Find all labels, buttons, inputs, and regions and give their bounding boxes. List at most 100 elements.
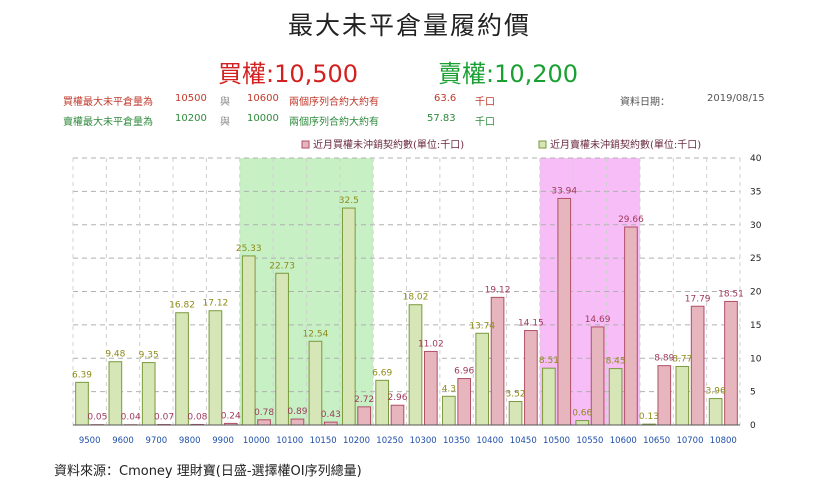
put-bar bbox=[708, 398, 723, 426]
call-info-conj: 與 bbox=[220, 97, 230, 108]
call-info-value: 63.6 bbox=[434, 93, 457, 104]
call-bar bbox=[290, 418, 305, 426]
put-data-label: 0.66 bbox=[572, 409, 592, 419]
put-data-label: 12.54 bbox=[303, 329, 329, 339]
y-tick-label: 20 bbox=[750, 288, 762, 298]
put-label: 賣權 bbox=[438, 60, 486, 88]
call-bar bbox=[457, 378, 472, 426]
x-tick-label: 10250 bbox=[376, 436, 403, 446]
put-bar bbox=[475, 332, 490, 426]
y-tick-label: 15 bbox=[750, 321, 761, 331]
put-bar bbox=[508, 401, 523, 426]
call-data-label: 0.05 bbox=[87, 413, 107, 423]
put-data-label: 17.12 bbox=[203, 299, 229, 309]
call-data-label: 14.15 bbox=[518, 319, 544, 329]
put-data-label: 25.33 bbox=[236, 244, 262, 254]
call-data-label: 0.89 bbox=[287, 407, 307, 417]
x-tick-label: 9600 bbox=[112, 436, 134, 446]
put-bar bbox=[442, 395, 456, 426]
put-bar bbox=[175, 312, 189, 426]
put-data-label: 3.96 bbox=[706, 387, 726, 397]
put-data-label: 22.73 bbox=[269, 261, 295, 271]
put-data-label: 8.45 bbox=[606, 357, 626, 367]
put-info-label: 賣權最大未平倉量為 bbox=[63, 117, 153, 128]
call-label: 買權 bbox=[218, 60, 266, 88]
call-bar bbox=[390, 404, 405, 426]
x-tick-label: 10100 bbox=[276, 436, 303, 446]
put-info-value: 57.83 bbox=[427, 113, 456, 124]
chart-title: 最大未平倉量履約價 bbox=[287, 11, 531, 40]
put-info-strike-b: 10000 bbox=[247, 113, 279, 124]
legend-call-label: 近月買權未沖銷契約數(單位:千口) bbox=[313, 138, 464, 151]
call-data-label: 14.69 bbox=[585, 315, 611, 325]
put-bar bbox=[341, 207, 356, 426]
call-data-label: 8.89 bbox=[654, 354, 674, 364]
put-bar bbox=[608, 368, 623, 426]
call-data-label: 0.78 bbox=[254, 408, 274, 418]
x-tick-label: 10650 bbox=[643, 436, 670, 446]
call-info-text: 兩個序列合約大約有 bbox=[289, 97, 379, 108]
x-tick-label: 10500 bbox=[543, 436, 570, 446]
call-data-label: 0.04 bbox=[121, 413, 141, 423]
x-tick-label: 10800 bbox=[710, 436, 737, 446]
y-tick-label: 10 bbox=[750, 354, 762, 364]
y-tick-label: 35 bbox=[750, 187, 761, 197]
put-data-label: 32.5 bbox=[339, 196, 359, 206]
call-data-label: 6.96 bbox=[454, 367, 474, 377]
max-call-strike: 買權:10,500 bbox=[218, 54, 358, 89]
legend-call-swatch bbox=[301, 140, 310, 149]
put-info-unit: 千口 bbox=[475, 117, 495, 128]
call-data-label: 0.24 bbox=[221, 411, 241, 421]
x-tick-label: 10450 bbox=[510, 436, 537, 446]
put-data-label: 16.82 bbox=[169, 301, 195, 311]
legend-put-label: 近月賣權未沖銷契約數(單位:千口) bbox=[550, 138, 701, 151]
put-data-label: 13.74 bbox=[469, 321, 495, 331]
put-data-label: 3.52 bbox=[506, 390, 526, 400]
call-data-label: 0.43 bbox=[321, 410, 341, 420]
x-tick-label: 10350 bbox=[443, 436, 470, 446]
put-data-label: 0.13 bbox=[639, 412, 659, 422]
put-data-label: 6.39 bbox=[72, 370, 92, 380]
y-tick-label: 30 bbox=[750, 221, 762, 231]
put-info-text: 兩個序列合約大約有 bbox=[289, 117, 379, 128]
y-tick-label: 25 bbox=[750, 254, 761, 264]
call-info-strike-a: 10500 bbox=[175, 93, 207, 104]
data-source: 資料來源：Cmoney 理財寶(日盛-選擇權OI序列總量) bbox=[54, 464, 362, 479]
call-bar bbox=[557, 197, 572, 426]
call-data-label: 11.02 bbox=[418, 339, 444, 349]
call-info-strike-b: 10600 bbox=[247, 93, 279, 104]
call-bar bbox=[590, 326, 605, 426]
call-data-label: 18.51 bbox=[718, 289, 744, 299]
x-tick-label: 9800 bbox=[179, 436, 201, 446]
call-data-label: 33.94 bbox=[551, 186, 577, 196]
y-tick-label: 5 bbox=[750, 388, 756, 398]
x-tick-label: 9900 bbox=[212, 436, 234, 446]
legend-put-swatch bbox=[538, 140, 547, 149]
put-data-label: 6.69 bbox=[372, 368, 392, 378]
x-tick-label: 10550 bbox=[576, 436, 603, 446]
call-value: :10,500 bbox=[266, 60, 359, 88]
put-data-label: 18.02 bbox=[403, 293, 429, 303]
x-tick-label: 10700 bbox=[676, 436, 703, 446]
date-label: 資料日期： bbox=[620, 97, 670, 108]
call-bar bbox=[524, 330, 538, 426]
x-tick-label: 10600 bbox=[610, 436, 637, 446]
call-data-label: 0.07 bbox=[154, 413, 174, 423]
x-tick-label: 9700 bbox=[146, 436, 168, 446]
put-bar bbox=[675, 365, 690, 426]
y-tick-label: 40 bbox=[750, 154, 762, 164]
put-info-conj: 與 bbox=[220, 117, 230, 128]
put-data-label: 4.3 bbox=[442, 384, 456, 394]
put-bar bbox=[208, 310, 223, 426]
x-tick-label: 10300 bbox=[410, 436, 437, 446]
put-bar bbox=[241, 255, 256, 426]
put-bar bbox=[275, 272, 289, 426]
call-bar bbox=[690, 305, 705, 426]
call-bar bbox=[357, 406, 371, 426]
call-data-label: 0.08 bbox=[187, 412, 207, 422]
put-info-strike-a: 10200 bbox=[175, 113, 207, 124]
put-bar bbox=[408, 304, 423, 426]
call-bar bbox=[490, 296, 505, 426]
call-bar bbox=[624, 226, 638, 426]
put-data-label: 8.77 bbox=[672, 354, 692, 364]
